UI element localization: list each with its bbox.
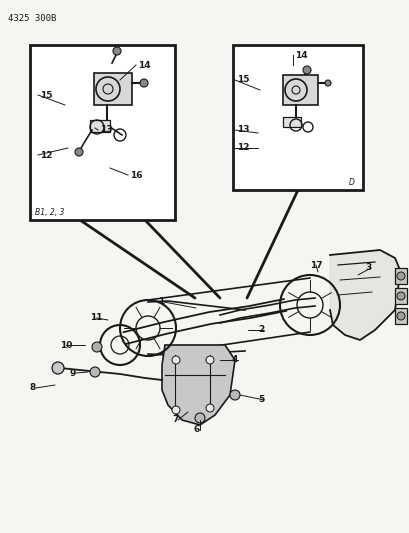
Text: 8: 8 bbox=[30, 384, 36, 392]
Polygon shape bbox=[329, 250, 399, 340]
Text: 16: 16 bbox=[130, 171, 142, 180]
Text: 13: 13 bbox=[100, 125, 112, 134]
Bar bbox=[394, 268, 406, 284]
Text: 12: 12 bbox=[236, 143, 249, 152]
Bar bbox=[94, 73, 132, 105]
Bar bbox=[232, 45, 362, 190]
Circle shape bbox=[139, 79, 148, 87]
Circle shape bbox=[92, 342, 102, 352]
Text: 17: 17 bbox=[309, 261, 322, 270]
Bar bbox=[30, 45, 175, 220]
Text: 14: 14 bbox=[138, 61, 150, 69]
Circle shape bbox=[172, 356, 180, 364]
Text: 9: 9 bbox=[70, 368, 76, 377]
Text: 13: 13 bbox=[236, 125, 249, 134]
Text: 4325 300B: 4325 300B bbox=[8, 14, 56, 23]
Text: 1: 1 bbox=[157, 297, 164, 306]
Circle shape bbox=[205, 356, 213, 364]
Circle shape bbox=[302, 66, 310, 74]
Circle shape bbox=[90, 367, 100, 377]
Circle shape bbox=[396, 312, 404, 320]
Text: D: D bbox=[348, 178, 354, 187]
Circle shape bbox=[324, 80, 330, 86]
Polygon shape bbox=[162, 345, 234, 425]
Bar bbox=[394, 308, 406, 324]
Text: 5: 5 bbox=[257, 395, 264, 405]
Text: B1, 2, 3: B1, 2, 3 bbox=[35, 208, 64, 217]
Circle shape bbox=[396, 272, 404, 280]
Circle shape bbox=[75, 148, 83, 156]
Bar bbox=[90, 120, 110, 132]
Bar bbox=[282, 75, 317, 105]
Bar bbox=[282, 117, 300, 127]
Text: 15: 15 bbox=[40, 91, 52, 100]
Text: 10: 10 bbox=[60, 341, 72, 350]
Text: 2: 2 bbox=[257, 326, 264, 335]
Bar bbox=[394, 288, 406, 304]
Circle shape bbox=[52, 362, 64, 374]
Text: 6: 6 bbox=[193, 425, 200, 434]
Circle shape bbox=[229, 390, 239, 400]
Text: 15: 15 bbox=[236, 76, 249, 85]
Text: 14: 14 bbox=[294, 51, 307, 60]
Circle shape bbox=[113, 47, 121, 55]
Text: 12: 12 bbox=[40, 150, 52, 159]
Circle shape bbox=[172, 406, 180, 414]
Circle shape bbox=[195, 413, 204, 423]
Circle shape bbox=[205, 404, 213, 412]
Text: 7: 7 bbox=[172, 416, 178, 424]
Circle shape bbox=[396, 292, 404, 300]
Text: 11: 11 bbox=[90, 313, 102, 322]
Text: 3: 3 bbox=[364, 263, 370, 272]
Text: 4: 4 bbox=[231, 356, 238, 365]
